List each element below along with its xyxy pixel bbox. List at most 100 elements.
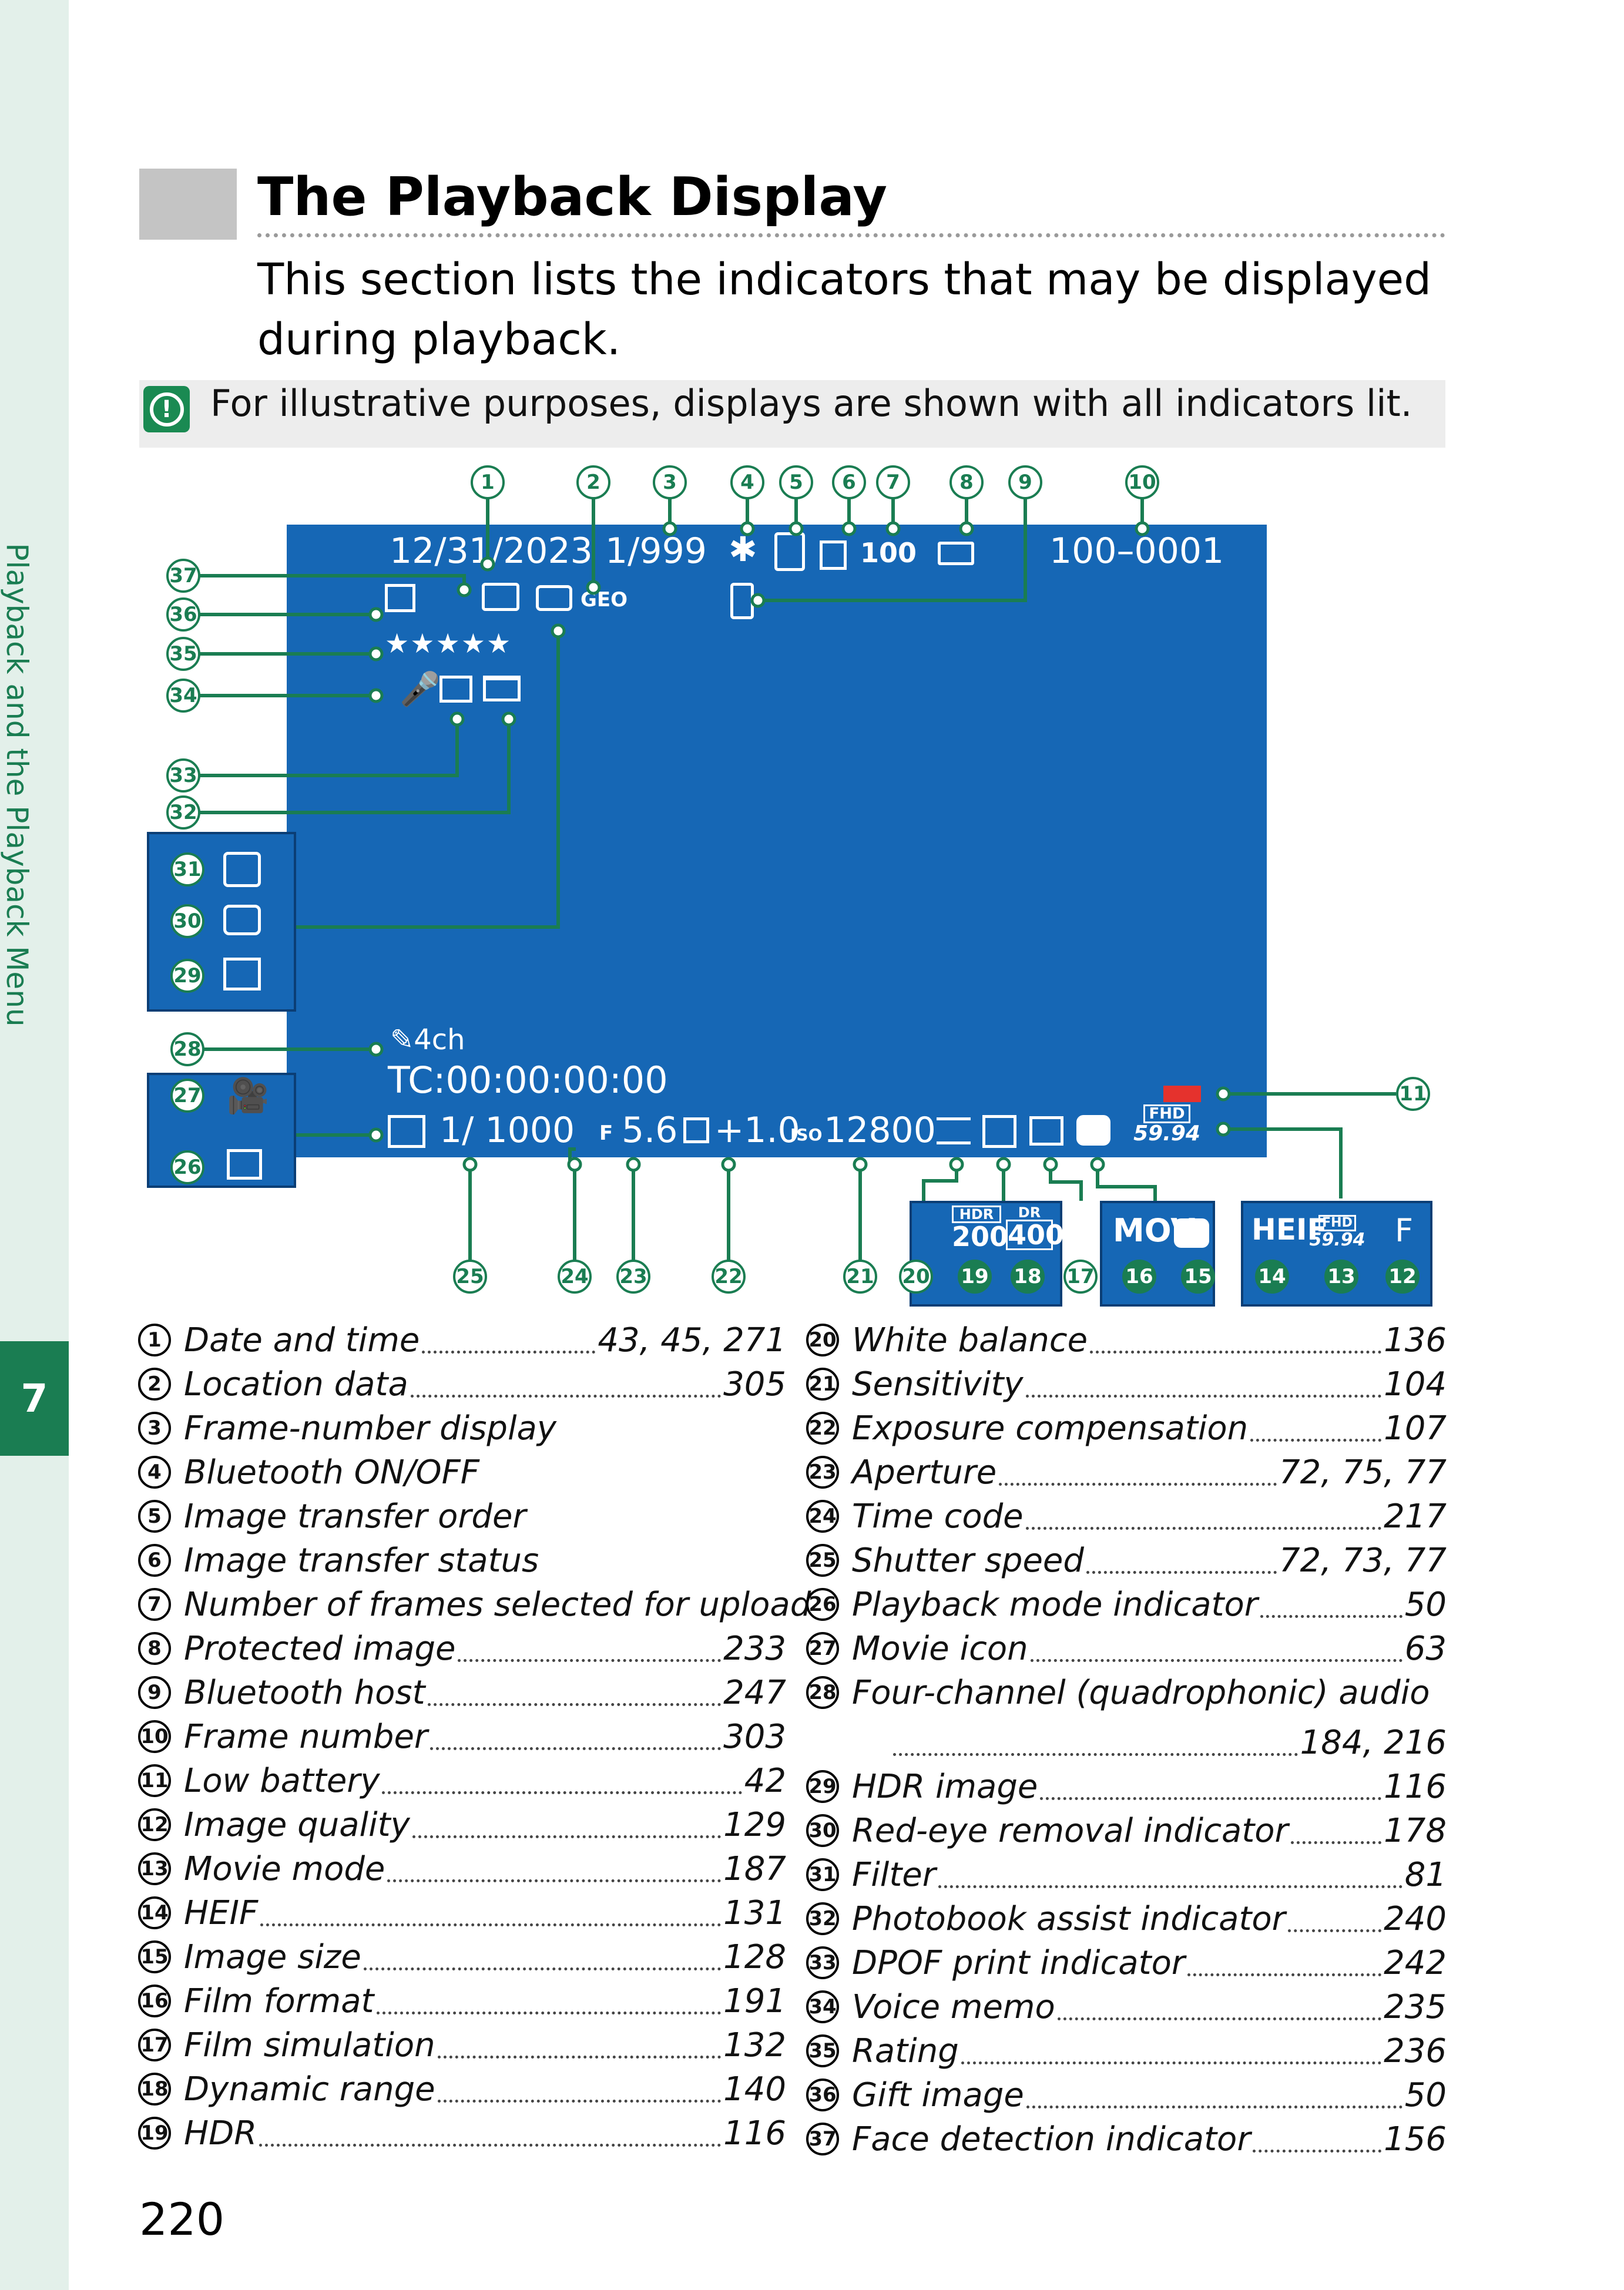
legend-pages[interactable]: 140 (723, 2070, 786, 2108)
legend-item: 12 Image quality 129 (138, 1803, 786, 1846)
playback-mode-icon (388, 1115, 425, 1148)
legend-pages[interactable]: 184, 216 (1300, 1723, 1447, 1762)
legend-number: 33 (806, 1946, 839, 1979)
legend-pages[interactable]: 128 (723, 1938, 786, 1976)
audio-label: 4ch (414, 1023, 465, 1056)
callout-3: 3 (653, 465, 687, 499)
legend-label: Location data (184, 1365, 408, 1403)
callout-8: 8 (949, 465, 984, 499)
legend-item: 13 Movie mode 187 (138, 1847, 786, 1891)
callout-23: 23 (616, 1260, 650, 1294)
legend-pages[interactable]: 305 (723, 1365, 786, 1403)
hdr-200-icon: HDR 200 (952, 1206, 1008, 1250)
legend-pages[interactable]: 136 (1384, 1321, 1447, 1359)
legend-pages[interactable]: 42 (744, 1761, 786, 1800)
legend-pages[interactable]: 247 (723, 1673, 786, 1712)
legend-pages[interactable]: 191 (723, 1982, 786, 2020)
legend-label: Movie mode (184, 1849, 385, 1888)
callout-30: 30 (170, 904, 204, 938)
legend-item: 22 Exposure compensation 107 (806, 1406, 1447, 1450)
face-detection-icon (482, 583, 519, 611)
legend-item: 27 Movie icon 63 (806, 1627, 1447, 1670)
legend-number: 26 (806, 1588, 839, 1621)
legend-pages[interactable]: 178 (1384, 1811, 1447, 1850)
legend-pages[interactable]: 116 (723, 2114, 786, 2153)
legend-pages[interactable]: 43, 45, 271 (598, 1321, 786, 1359)
inset-movie-playback (147, 1073, 296, 1188)
legend-number: 19 (138, 2117, 171, 2150)
chapter-tab[interactable]: 7 (0, 1341, 69, 1456)
callout-7: 7 (876, 465, 910, 499)
legend-number: 25 (806, 1544, 839, 1577)
legend-pages[interactable]: 50 (1404, 2076, 1447, 2114)
legend-label: Protected image (184, 1629, 456, 1668)
legend-label: Image quality (184, 1805, 410, 1844)
legend-label: Date and time (184, 1321, 420, 1359)
red-eye-icon (536, 585, 572, 611)
image-size-icon (1076, 1115, 1110, 1146)
legend-pages[interactable]: 242 (1384, 1943, 1447, 1982)
geo-tag: GEO (581, 588, 628, 612)
legend-pages[interactable]: 236 (1384, 2032, 1447, 2070)
legend-number: 11 (138, 1764, 171, 1797)
heif-label: HEIF (1251, 1213, 1327, 1247)
callout-22: 22 (712, 1260, 746, 1294)
callout-10: 10 (1125, 465, 1159, 499)
legend-pages[interactable]: 72, 73, 77 (1279, 1541, 1447, 1580)
callout-14: 14 (1255, 1260, 1289, 1294)
legend-label: Film simulation (184, 2026, 435, 2064)
legend-label: Bluetooth host (184, 1673, 425, 1712)
legend-item: 33 DPOF print indicator 242 (806, 1941, 1447, 1985)
callout-6: 6 (832, 465, 866, 499)
legend-label: Frame-number display (184, 1409, 556, 1448)
legend-item: 4 Bluetooth ON/OFF (138, 1450, 786, 1494)
legend-item: 14 HEIF 131 (138, 1891, 786, 1935)
callout-33: 33 (166, 758, 200, 793)
legend-pages[interactable]: 50 (1404, 1585, 1447, 1624)
legend-number: 14 (138, 1896, 171, 1929)
image-transfer-order-icon (774, 532, 805, 571)
legend-pages[interactable]: 104 (1384, 1365, 1447, 1403)
legend-number: 34 (806, 1990, 839, 2023)
chapter-side-strip (0, 0, 69, 2290)
legend-pages[interactable]: 116 (1384, 1767, 1447, 1806)
legend-pages[interactable]: 217 (1384, 1497, 1447, 1536)
legend-pages[interactable]: 156 (1384, 2120, 1447, 2158)
callout-34: 34 (166, 679, 200, 713)
legend-pages[interactable]: 129 (723, 1805, 786, 1844)
callout-28: 28 (170, 1032, 204, 1066)
legend-item: 6 Image transfer status (138, 1539, 786, 1582)
legend-label: HDR image (852, 1767, 1038, 1806)
legend-number: 6 (138, 1544, 171, 1577)
legend-pages[interactable]: 131 (723, 1893, 786, 1932)
callout-4: 4 (730, 465, 764, 499)
legend-label: Film format (184, 1982, 374, 2020)
legend-pages[interactable]: 107 (1384, 1409, 1447, 1448)
legend-item: 28 Four-channel (quadrophonic) audio (806, 1671, 1447, 1714)
legend-pages[interactable]: 187 (723, 1849, 786, 1888)
legend-number: 9 (138, 1676, 171, 1709)
legend-pages[interactable]: 240 (1384, 1899, 1447, 1938)
callout-29: 29 (170, 959, 204, 993)
legend-pages[interactable]: 132 (723, 2026, 786, 2064)
legend-pages[interactable]: 235 (1384, 1987, 1447, 2026)
legend-label: Image size (184, 1938, 361, 1976)
legend-number: 2 (138, 1368, 171, 1401)
legend-label: Low battery (184, 1761, 380, 1800)
legend-number: 18 (138, 2073, 171, 2106)
legend-pages[interactable]: 72, 75, 77 (1279, 1453, 1447, 1492)
legend-number: 29 (806, 1770, 839, 1803)
callout-18: 18 (1011, 1260, 1045, 1294)
legend-label: Gift image (852, 2076, 1024, 2114)
callout-27: 27 (170, 1079, 204, 1113)
legend-pages[interactable]: 303 (723, 1717, 786, 1756)
legend-item: 32 Photobook assist indicator 240 (806, 1897, 1447, 1940)
legend-number: 10 (138, 1720, 171, 1753)
legend-pages[interactable]: 63 (1404, 1629, 1447, 1668)
dynamic-range-icon (982, 1115, 1016, 1148)
voice-memo-icon: 🎤 (400, 670, 441, 709)
legend-pages[interactable]: 233 (723, 1629, 786, 1668)
movie-mode-inset-icon: FHD 59.94 (1307, 1215, 1368, 1249)
legend-pages[interactable]: 81 (1404, 1855, 1447, 1894)
legend-number: 17 (138, 2029, 171, 2061)
